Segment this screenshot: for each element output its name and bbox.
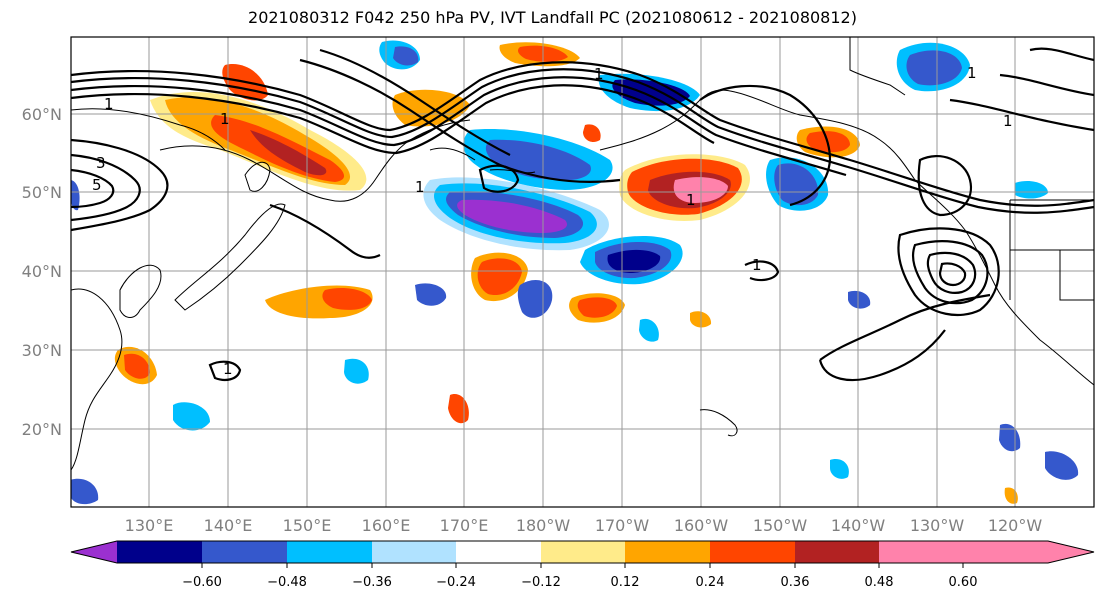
lon-label-170e: 170°E	[440, 516, 489, 535]
colorbar-outline	[70, 540, 1095, 564]
lon-label-130w: 130°W	[910, 516, 965, 535]
graticule	[71, 37, 1094, 507]
lon-label-160e: 160°E	[362, 516, 411, 535]
colorbar-segment	[202, 541, 287, 563]
colorbar-extend-max	[963, 541, 1094, 563]
colorbar-tick-label: 0.48	[865, 575, 894, 590]
lon-label-140w: 140°W	[831, 516, 886, 535]
svg-text:1: 1	[220, 110, 230, 128]
lon-label-160w: 160°W	[674, 516, 729, 535]
colorbar-segment	[541, 541, 625, 563]
lat-label-20n: 20°N	[22, 420, 62, 439]
colorbar-segment	[456, 541, 541, 563]
lon-label-150w: 150°W	[753, 516, 808, 535]
svg-text:3: 3	[96, 154, 106, 172]
colorbar-tick-label: −0.60	[182, 575, 222, 590]
svg-text:1: 1	[1003, 112, 1013, 130]
svg-text:1: 1	[415, 178, 425, 196]
colorbar-tick-label: 0.24	[696, 575, 725, 590]
colorbar-segment	[625, 541, 710, 563]
colorbar-tick-label: −0.36	[352, 575, 392, 590]
lon-label-140e: 140°E	[204, 516, 253, 535]
lon-label-130e: 130°E	[125, 516, 174, 535]
lat-label-60n: 60°N	[22, 105, 62, 124]
lon-label-180w: 180°W	[516, 516, 571, 535]
colorbar-segment	[287, 541, 372, 563]
colorbar-segment	[117, 541, 202, 563]
colorbar-extend-min	[71, 541, 117, 563]
coastlines	[71, 37, 1094, 471]
colorbar-segment	[795, 541, 879, 563]
longitude-labels: 130°E 140°E 150°E 160°E 170°E 180°W 170°…	[125, 516, 1043, 535]
colorbar-tick-label: 0.12	[611, 575, 640, 590]
svg-text:1: 1	[686, 191, 696, 209]
svg-text:1: 1	[104, 95, 114, 113]
ivt-contours	[71, 47, 1094, 382]
svg-text:1: 1	[594, 65, 604, 83]
lat-label-50n: 50°N	[22, 183, 62, 202]
colorbar: −0.60 −0.48 −0.36 −0.24 −0.12 0.12 0.24 …	[70, 540, 1095, 590]
colorbar-tick-label: 0.36	[781, 575, 810, 590]
map-frame	[70, 36, 1095, 508]
lon-label-120w: 120°W	[988, 516, 1043, 535]
svg-text:1: 1	[752, 256, 762, 274]
svg-text:5: 5	[92, 176, 102, 194]
latitude-labels: 60°N 50°N 40°N 30°N 20°N	[22, 105, 62, 439]
svg-text:1: 1	[223, 360, 233, 378]
lon-label-170w: 170°W	[595, 516, 650, 535]
colorbar-segment	[879, 541, 963, 563]
lat-label-30n: 30°N	[22, 341, 62, 360]
lat-label-40n: 40°N	[22, 262, 62, 281]
svg-text:1: 1	[967, 64, 977, 82]
colorbar-tick-label: −0.48	[267, 575, 307, 590]
colorbar-ticks	[201, 563, 964, 568]
colorbar-segment	[372, 541, 456, 563]
colorbar-tick-label: 0.60	[949, 575, 978, 590]
colorbar-segment	[710, 541, 795, 563]
pv-anomaly-fields	[71, 40, 1079, 505]
colorbar-tick-label: −0.12	[521, 575, 561, 590]
colorbar-tick-labels: −0.60 −0.48 −0.36 −0.24 −0.12 0.12 0.24 …	[182, 575, 977, 590]
colorbar-tick-label: −0.24	[436, 575, 476, 590]
lon-label-150e: 150°E	[283, 516, 332, 535]
figure-title: 2021080312 F042 250 hPa PV, IVT Landfall…	[248, 8, 857, 27]
contour-labels: 1 3 5 1 1 1 1 1 1 1 1	[92, 64, 1013, 378]
